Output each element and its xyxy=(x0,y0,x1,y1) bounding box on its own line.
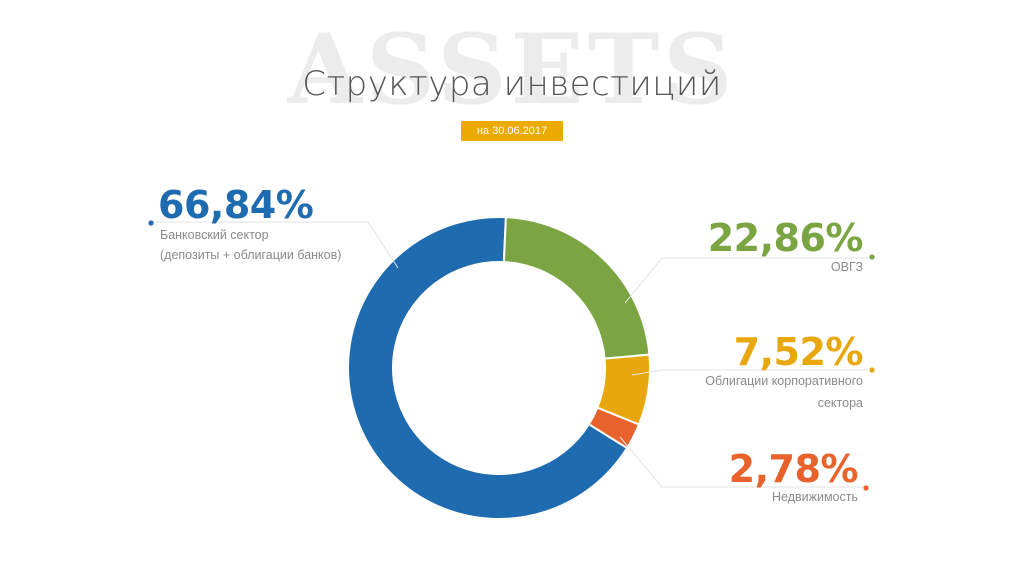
dot-corp xyxy=(869,367,875,373)
pct-bank: 66,84% xyxy=(158,183,314,227)
slice-realty xyxy=(587,406,641,450)
label-bank-line2: (депозиты + облигации банков) xyxy=(160,248,342,262)
watermark-text: ASSETS xyxy=(287,13,737,126)
dot-ovgz xyxy=(869,254,875,260)
label-dots xyxy=(148,220,875,491)
leader-line-corp xyxy=(631,369,868,376)
label-corp-line2: сектора xyxy=(817,396,863,410)
pct-realty: 2,78% xyxy=(728,447,859,491)
dot-realty xyxy=(863,485,869,491)
date-badge: на 30.06.2017 xyxy=(461,121,563,141)
slice-bank xyxy=(347,216,629,520)
leader-line-bank xyxy=(156,221,399,269)
label-ovgz: ОВГЗ xyxy=(830,260,863,274)
label-bank-line1: Банковский сектор xyxy=(160,228,269,242)
leader-line-ovgz xyxy=(624,257,868,304)
label-realty: Недвижимость xyxy=(772,490,858,504)
donut-slices xyxy=(347,216,651,520)
label-corp-line1: Облигации корпоративного xyxy=(705,374,863,388)
slice-ovgz xyxy=(502,216,651,360)
pct-corp: 7,52% xyxy=(733,330,864,374)
pct-ovgz: 22,86% xyxy=(707,216,864,260)
dot-bank xyxy=(148,220,154,226)
leader-lines xyxy=(156,221,868,488)
leader-line-realty xyxy=(619,436,868,488)
page-title: Структура инвестиций xyxy=(302,64,722,104)
